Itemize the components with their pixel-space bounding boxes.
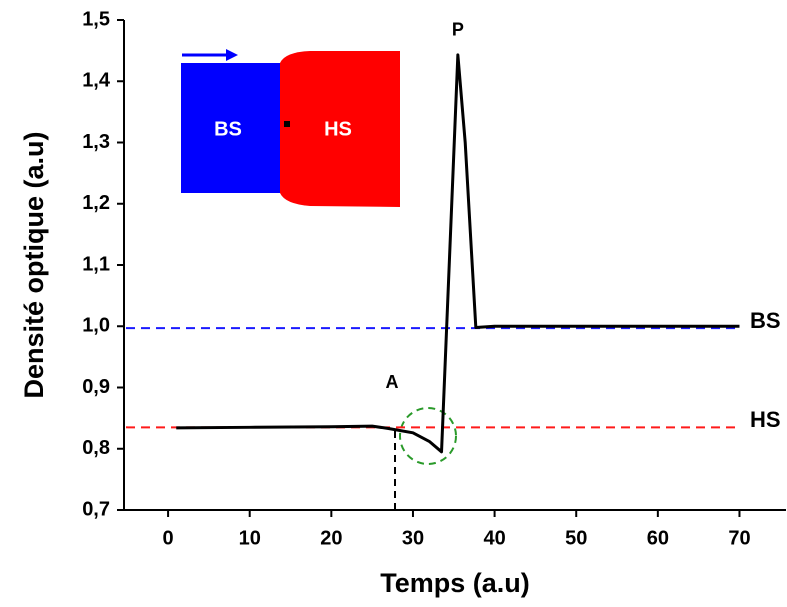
y-axis-title: Densité optique (a.u) bbox=[19, 131, 49, 398]
x-tick-label: 50 bbox=[565, 527, 587, 549]
x-axis-title: Temps (a.u) bbox=[380, 568, 530, 598]
x-tick-label: 20 bbox=[320, 527, 342, 549]
reference-label: HS bbox=[750, 407, 781, 432]
inset-bs-region bbox=[181, 63, 281, 193]
reference-label: BS bbox=[750, 308, 781, 333]
data-line bbox=[176, 53, 740, 454]
y-tick-label: 0,8 bbox=[82, 437, 110, 459]
x-tick-label: 10 bbox=[239, 527, 261, 549]
x-tick-label: 40 bbox=[483, 527, 505, 549]
inset: BS HS bbox=[181, 49, 400, 207]
y-tick-label: 0,7 bbox=[82, 498, 110, 520]
y-tick-label: 1,5 bbox=[82, 8, 110, 30]
inset-label: HS bbox=[324, 118, 352, 140]
y-tick-label: 1,0 bbox=[82, 315, 110, 337]
y-tick-label: 1,1 bbox=[82, 253, 110, 275]
x-tick-label: 0 bbox=[163, 527, 174, 549]
inset-arrow-head bbox=[226, 49, 238, 61]
annotation: P bbox=[452, 20, 464, 40]
y-tick-label: 1,3 bbox=[82, 131, 110, 153]
annotation: A bbox=[386, 372, 399, 392]
x-tick-label: 30 bbox=[402, 527, 424, 549]
y-tick-label: 1,4 bbox=[82, 70, 111, 92]
inset-hs-region bbox=[280, 51, 400, 207]
x-tick-label: 70 bbox=[728, 527, 750, 549]
y-tick-label: 0,9 bbox=[82, 376, 110, 398]
highlight-circle bbox=[399, 407, 457, 465]
inset-label: BS bbox=[214, 118, 242, 140]
x-tick-label: 60 bbox=[647, 527, 669, 549]
inset-marker bbox=[284, 121, 290, 127]
y-tick-label: 1,2 bbox=[82, 192, 110, 214]
